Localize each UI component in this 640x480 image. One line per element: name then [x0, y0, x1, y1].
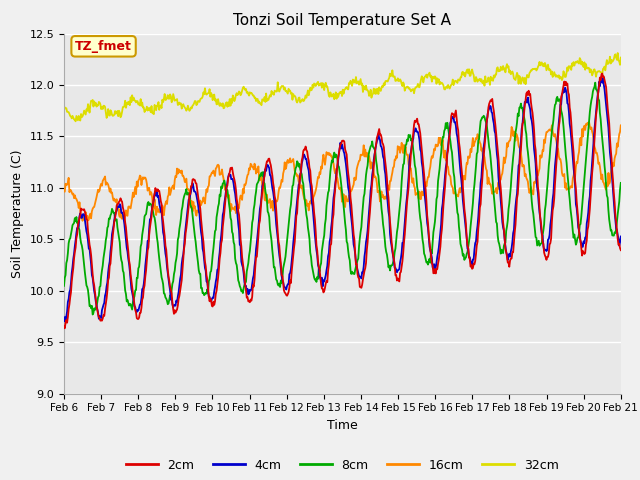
Text: TZ_fmet: TZ_fmet: [75, 40, 132, 53]
Legend: 2cm, 4cm, 8cm, 16cm, 32cm: 2cm, 4cm, 8cm, 16cm, 32cm: [122, 454, 563, 477]
Title: Tonzi Soil Temperature Set A: Tonzi Soil Temperature Set A: [234, 13, 451, 28]
X-axis label: Time: Time: [327, 419, 358, 432]
Y-axis label: Soil Temperature (C): Soil Temperature (C): [11, 149, 24, 278]
